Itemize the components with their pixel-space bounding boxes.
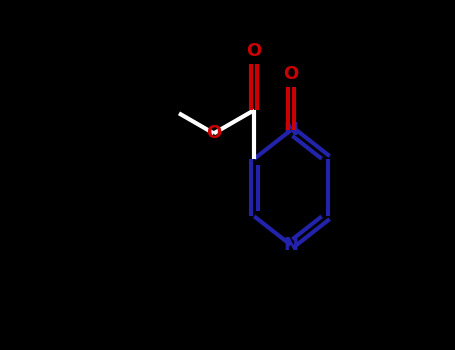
Text: O: O: [247, 42, 262, 60]
Text: O: O: [283, 65, 298, 83]
Text: O: O: [206, 124, 222, 142]
Text: N: N: [283, 236, 298, 254]
Text: N: N: [283, 121, 298, 139]
